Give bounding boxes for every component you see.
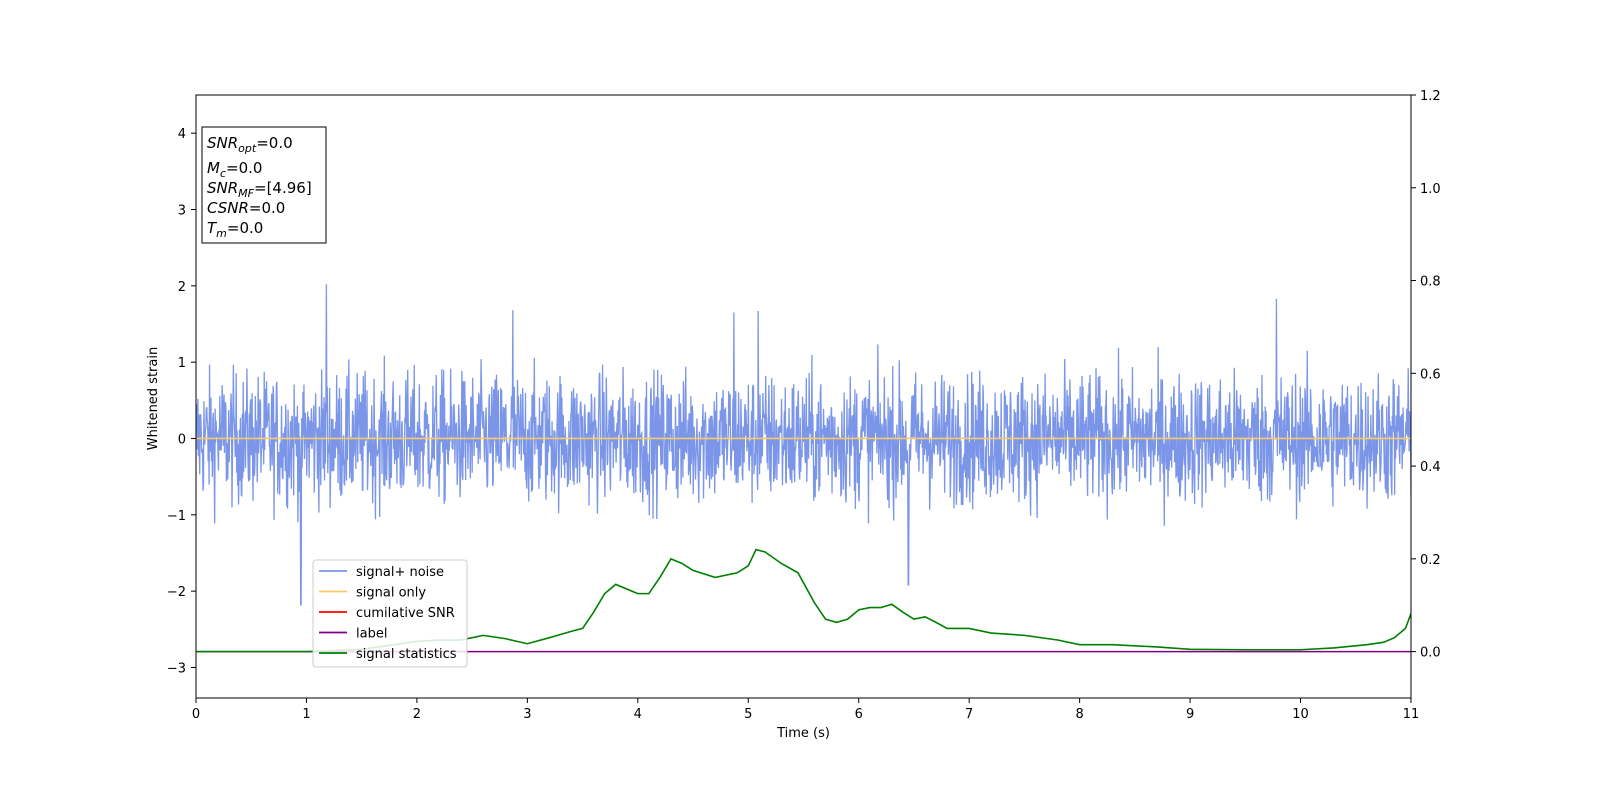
y-left-tick-label: −2	[167, 585, 186, 600]
y-left-tick-label: 1	[178, 356, 186, 371]
series-signal-noise	[196, 284, 1411, 606]
axes-frame	[195, 94, 1412, 699]
y-left-tick-label: −1	[167, 509, 186, 524]
x-tick-label: 5	[744, 707, 752, 722]
legend-label: signal only	[356, 586, 426, 601]
info-snr-mf-sub: MF	[238, 187, 254, 200]
info-snr-opt: SNRopt=0.0	[207, 134, 293, 155]
info-csnr-value: =0.0	[249, 199, 285, 217]
info-csnr-main: CSNR	[207, 199, 249, 217]
x-tick-label: 6	[855, 707, 863, 722]
info-csnr: CSNR=0.0	[207, 199, 285, 217]
x-tick-label: 1	[302, 707, 310, 722]
y-right-tick-label: 1.0	[1420, 182, 1441, 197]
x-tick-label: 8	[1075, 707, 1083, 722]
y-axis-left: −3 −2 −1 0 1 2 3 4	[167, 127, 196, 676]
legend-frame	[312, 559, 468, 668]
x-tick-label: 4	[634, 707, 642, 722]
legend-label: signal statistics	[356, 647, 457, 662]
info-mc-main: M	[207, 159, 220, 177]
info-mc: Mc=0.0	[207, 159, 262, 180]
series-line-signal-noise	[196, 284, 1411, 606]
y-right-tick-label: 0.2	[1420, 553, 1441, 568]
x-tick-label: 9	[1186, 707, 1194, 722]
x-tick-label: 7	[965, 707, 973, 722]
info-mc-sub: c	[220, 167, 226, 180]
legend-label: cumilative SNR	[356, 606, 455, 621]
x-tick-label: 11	[1403, 707, 1420, 722]
info-box: SNRopt=0.0 Mc=0.0 SNRMF=[4.96] CSNR=0.0 …	[201, 126, 327, 244]
x-axis: 0 1 2 3 4 5 6 7 8 9 10 11	[192, 698, 1419, 722]
info-snr-mf-value: =[4.96]	[254, 179, 312, 197]
y-left-tick-label: 2	[178, 280, 186, 295]
x-tick-label: 2	[413, 707, 421, 722]
series-line-4	[196, 548, 1411, 653]
x-tick-label: 3	[523, 707, 531, 722]
y-right-tick-label: 0.0	[1420, 646, 1441, 661]
y-left-tick-label: 4	[178, 127, 186, 142]
info-snr-mf-main: SNR	[207, 179, 238, 197]
legend-label: label	[356, 627, 387, 642]
info-snr-opt-main: SNR	[207, 134, 238, 152]
x-tick-label: 0	[192, 707, 200, 722]
y-axis-right: 0.0 0.2 0.4 0.6 0.8 1.0 1.2	[1411, 89, 1441, 661]
y-axis-label: Whitened strain	[146, 347, 161, 450]
info-mc-value: =0.0	[226, 159, 262, 177]
y-right-tick-label: 0.6	[1420, 367, 1441, 382]
info-snr-opt-sub: opt	[238, 142, 257, 155]
y-right-tick-label: 0.4	[1420, 460, 1441, 475]
y-left-tick-label: 0	[178, 432, 186, 447]
y-left-tick-label: 3	[178, 203, 186, 218]
y-left-tick-label: −3	[167, 661, 186, 676]
info-tm-sub: m	[216, 227, 227, 240]
legend-label: signal+ noise	[356, 565, 444, 580]
info-box-frame	[201, 126, 327, 244]
x-tick-label: 10	[1292, 707, 1309, 722]
y-right-tick-label: 1.2	[1420, 89, 1441, 104]
info-tm-value: =0.0	[227, 219, 263, 237]
x-axis-label: Time (s)	[776, 726, 830, 741]
info-snr-opt-value: =0.0	[256, 134, 292, 152]
info-snr-mf: SNRMF=[4.96]	[207, 179, 312, 200]
info-tm: Tm=0.0	[207, 219, 263, 240]
info-tm-main: T	[207, 219, 218, 237]
legend: signal+ noise signal only cumilative SNR la…	[312, 559, 468, 668]
y-right-tick-label: 0.8	[1420, 275, 1441, 290]
